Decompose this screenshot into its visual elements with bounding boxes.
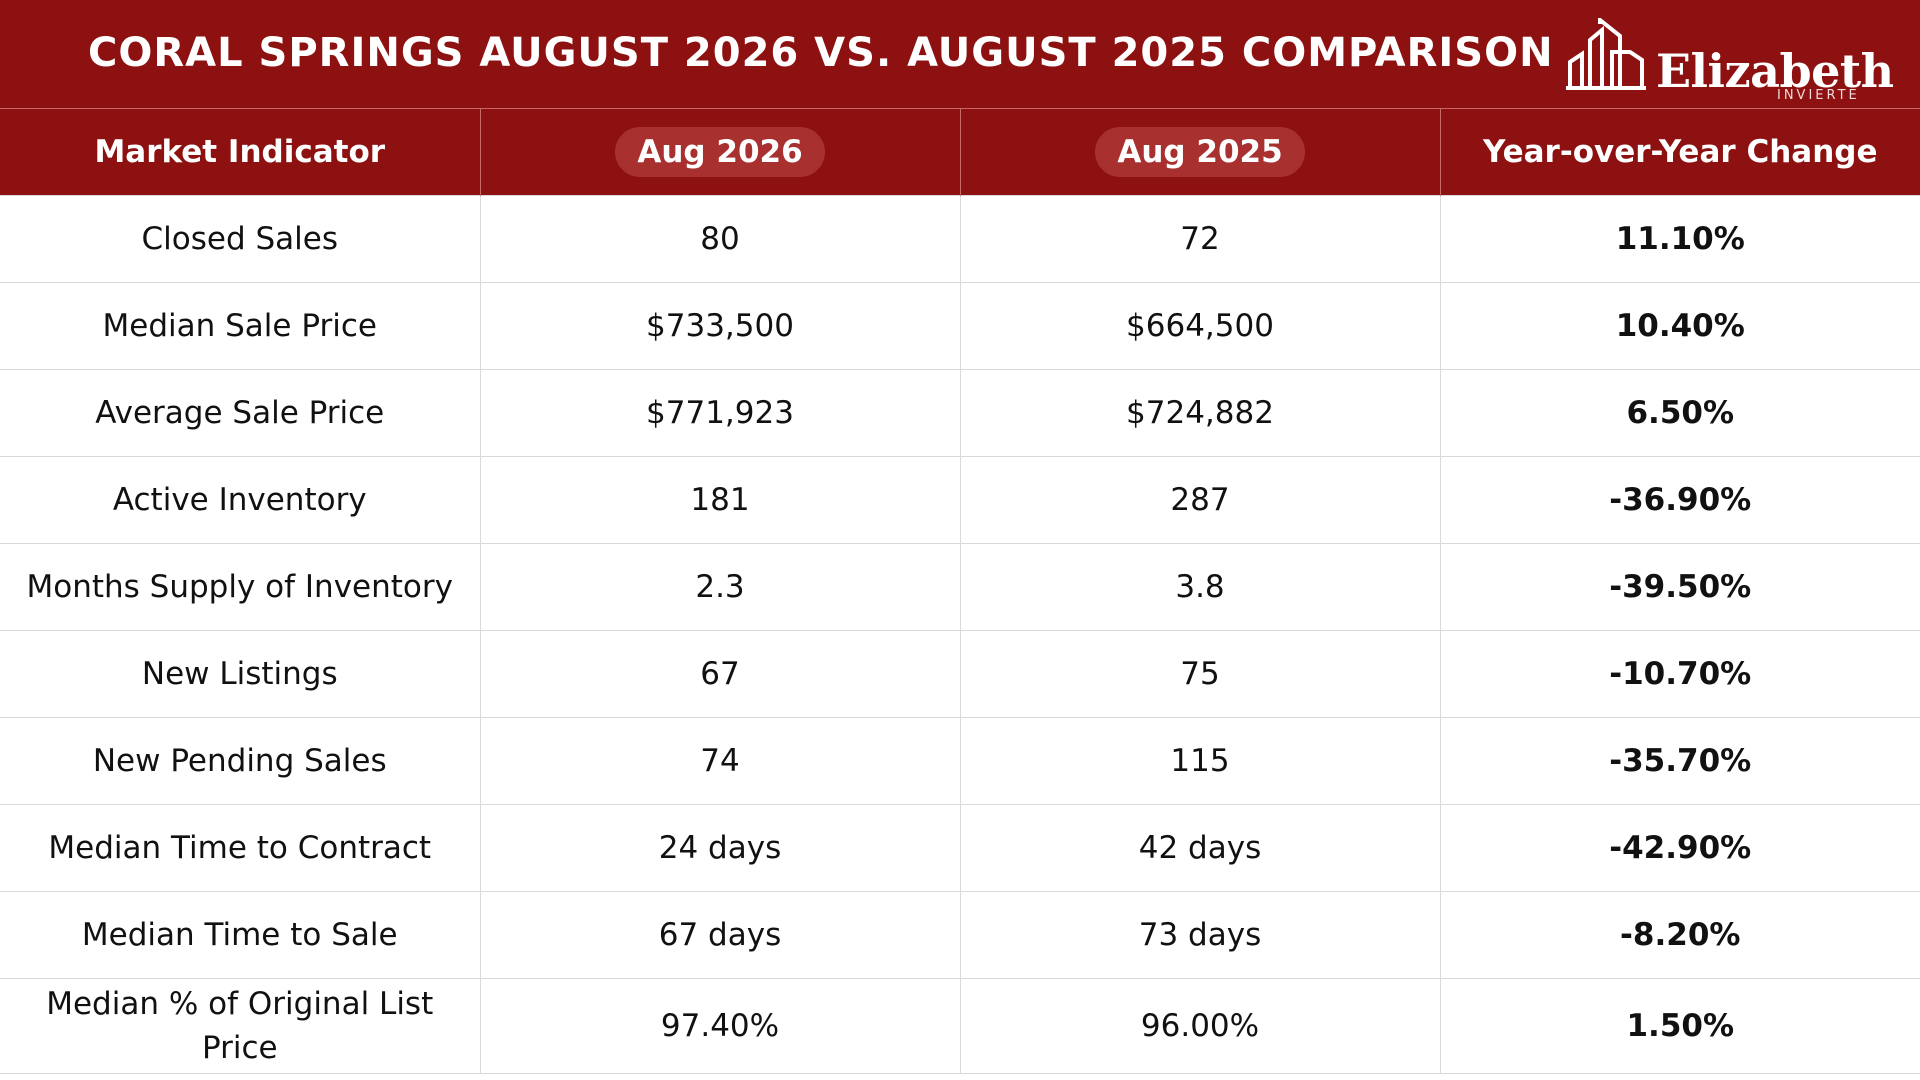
- yoy-change-cell: 1.50%: [1439, 978, 1920, 1074]
- aug-2025-cell: 42 days: [959, 804, 1441, 892]
- aug-2026-cell: 80: [479, 195, 961, 283]
- table-body: Closed Sales 80 72 11.10% Median Sale Price $…: [0, 195, 1920, 1074]
- aug-2025-cell: 287: [959, 456, 1441, 544]
- yoy-change-cell: -42.90%: [1439, 804, 1920, 892]
- table-row: Closed Sales 80 72 11.10%: [0, 195, 1920, 283]
- aug-2025-cell: $724,882: [959, 369, 1441, 457]
- yoy-change-cell: 6.50%: [1439, 369, 1920, 457]
- indicator-cell: Active Inventory: [0, 456, 481, 544]
- table-row: Median Sale Price $733,500 $664,500 10.40%: [0, 282, 1920, 370]
- aug-2026-cell: 74: [479, 717, 961, 805]
- column-header-pill: Aug 2026: [615, 127, 825, 177]
- aug-2026-cell: 67 days: [479, 891, 961, 979]
- building-logo-icon: [1566, 18, 1646, 90]
- table-row: Active Inventory 181 287 -36.90%: [0, 456, 1920, 544]
- brand-logo: Elizabeth INVIERTE: [1566, 14, 1894, 106]
- column-header-pill: Aug 2025: [1095, 127, 1305, 177]
- aug-2025-cell: 72: [959, 195, 1441, 283]
- indicator-cell: Median % of Original List Price: [0, 978, 481, 1074]
- table-row: Average Sale Price $771,923 $724,882 6.50%: [0, 369, 1920, 457]
- aug-2025-cell: 115: [959, 717, 1441, 805]
- indicator-cell: New Pending Sales: [0, 717, 481, 805]
- yoy-change-cell: 11.10%: [1439, 195, 1920, 283]
- yoy-change-cell: 10.40%: [1439, 282, 1920, 370]
- yoy-change-cell: -36.90%: [1439, 456, 1920, 544]
- aug-2025-cell: $664,500: [959, 282, 1441, 370]
- aug-2026-cell: 97.40%: [479, 978, 961, 1074]
- table-row: New Pending Sales 74 115 -35.70%: [0, 717, 1920, 805]
- indicator-cell: Average Sale Price: [0, 369, 481, 457]
- aug-2026-cell: 24 days: [479, 804, 961, 892]
- aug-2026-cell: 2.3: [479, 543, 961, 631]
- yoy-change-cell: -35.70%: [1439, 717, 1920, 805]
- table-row: Median % of Original List Price 97.40% 96.…: [0, 978, 1920, 1074]
- indicator-cell: Months Supply of Inventory: [0, 543, 481, 631]
- table-header-row: Market Indicator Aug 2026 Aug 2025 Year-…: [0, 108, 1920, 196]
- table-row: Median Time to Sale 67 days 73 days -8.20%: [0, 891, 1920, 979]
- page-title: CORAL SPRINGS AUGUST 2026 VS. AUGUST 202…: [88, 30, 1554, 76]
- aug-2026-cell: $771,923: [479, 369, 961, 457]
- aug-2026-cell: $733,500: [479, 282, 961, 370]
- aug-2025-cell: 96.00%: [959, 978, 1441, 1074]
- table-row: New Listings 67 75 -10.70%: [0, 630, 1920, 718]
- column-header-label: Market Indicator: [94, 134, 386, 170]
- indicator-cell: Closed Sales: [0, 195, 481, 283]
- yoy-change-cell: -8.20%: [1439, 891, 1920, 979]
- indicator-cell: Median Sale Price: [0, 282, 481, 370]
- column-header-yoy-change: Year-over-Year Change: [1439, 108, 1920, 196]
- column-header-aug-2025: Aug 2025: [959, 108, 1440, 196]
- indicator-cell: New Listings: [0, 630, 481, 718]
- column-header-indicator: Market Indicator: [0, 108, 480, 196]
- indicator-cell: Median Time to Contract: [0, 804, 481, 892]
- aug-2026-cell: 181: [479, 456, 961, 544]
- yoy-change-cell: -39.50%: [1439, 543, 1920, 631]
- aug-2026-cell: 67: [479, 630, 961, 718]
- table-row: Median Time to Contract 24 days 42 days -42…: [0, 804, 1920, 892]
- column-header-aug-2026: Aug 2026: [479, 108, 960, 196]
- header-banner: CORAL SPRINGS AUGUST 2026 VS. AUGUST 202…: [0, 0, 1920, 108]
- table-row: Months Supply of Inventory 2.3 3.8 -39.50%: [0, 543, 1920, 631]
- logo-name: Elizabeth: [1656, 44, 1894, 98]
- aug-2025-cell: 73 days: [959, 891, 1441, 979]
- indicator-cell: Median Time to Sale: [0, 891, 481, 979]
- aug-2025-cell: 75: [959, 630, 1441, 718]
- yoy-change-cell: -10.70%: [1439, 630, 1920, 718]
- column-header-label: Year-over-Year Change: [1483, 134, 1878, 170]
- logo-subtitle: INVIERTE: [1777, 88, 1860, 103]
- aug-2025-cell: 3.8: [959, 543, 1441, 631]
- comparison-table: Market Indicator Aug 2026 Aug 2025 Year-…: [0, 108, 1920, 1074]
